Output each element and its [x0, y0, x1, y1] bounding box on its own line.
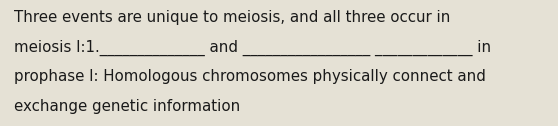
- Text: Three events are unique to meiosis, and all three occur in: Three events are unique to meiosis, and …: [14, 10, 450, 25]
- Text: prophase I: Homologous chromosomes physically connect and: prophase I: Homologous chromosomes physi…: [14, 69, 486, 84]
- Text: exchange genetic information: exchange genetic information: [14, 99, 240, 114]
- Text: meiosis I:1.______________ and _________________ _____________ in: meiosis I:1.______________ and _________…: [14, 40, 491, 56]
